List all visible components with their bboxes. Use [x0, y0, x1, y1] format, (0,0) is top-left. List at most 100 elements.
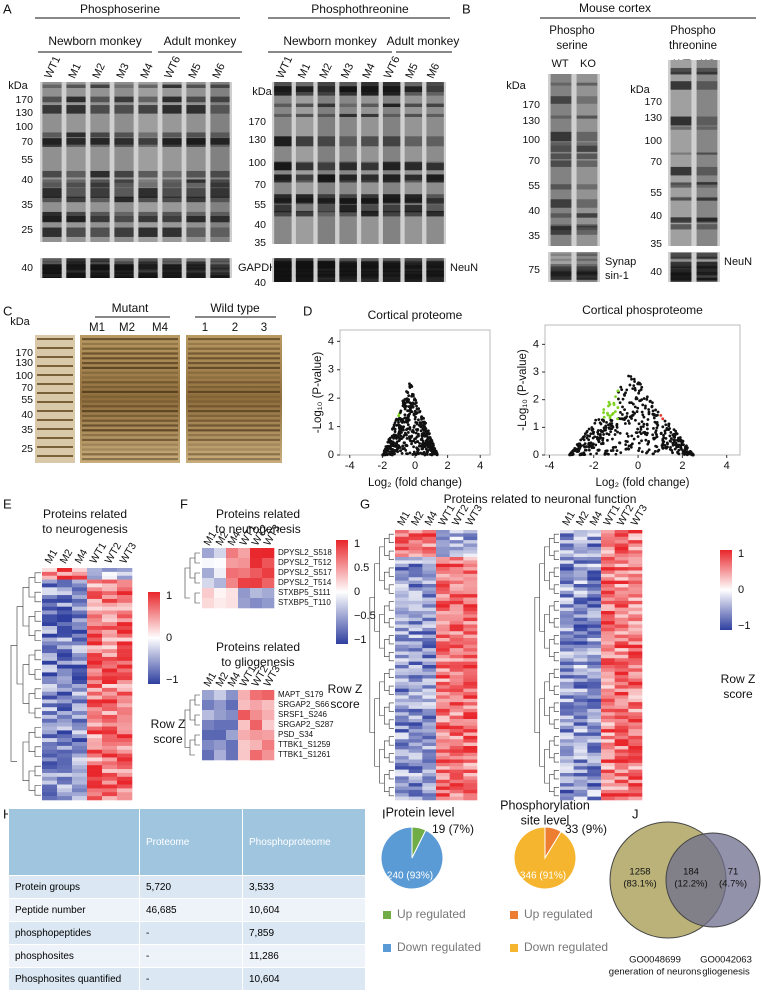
dendrogram [35, 612, 41, 622]
heatmap-cell [463, 672, 477, 676]
heatmap-cell [463, 736, 477, 740]
heatmap-cell [57, 699, 72, 703]
point-texture [422, 442, 425, 445]
heatmap-cell [117, 583, 132, 587]
heatmap-cell [601, 773, 615, 777]
heatmap-cell [587, 675, 601, 679]
dendrogram [29, 732, 35, 751]
blot-band [671, 81, 692, 89]
heatmap-cell [615, 719, 629, 723]
table-cell: Protein groups [9, 876, 140, 899]
blot-band [361, 86, 378, 95]
chart-title: Cortical phosproteome [582, 303, 703, 317]
blot-band [361, 104, 378, 107]
heatmap-cell [587, 719, 601, 723]
heatmap-cell [436, 706, 450, 710]
point-texture [596, 431, 599, 434]
heatmap-cell [117, 738, 132, 742]
point-texture [425, 430, 428, 433]
blot-band [697, 81, 718, 89]
heatmap-cell [57, 580, 72, 584]
heatmap-cell [72, 730, 87, 734]
label: Phosphothreonine [311, 2, 409, 16]
heatmap-cell [436, 689, 450, 693]
point-texture [623, 408, 626, 411]
heatmap-cell [87, 765, 102, 769]
heatmap-cell [422, 631, 436, 635]
gel-band [188, 348, 280, 350]
heatmap-cell [422, 746, 436, 750]
label: Newborn monkey [283, 34, 376, 48]
ladder-band [37, 419, 73, 421]
blot-band [114, 179, 133, 182]
point-texture [391, 444, 394, 447]
blot-band [318, 198, 335, 204]
heatmap-cell [395, 766, 409, 770]
blot-band [426, 281, 443, 282]
heatmap-cell [463, 577, 477, 581]
blot-band [551, 96, 572, 104]
heatmap-cell [560, 756, 574, 760]
blot-band [274, 86, 291, 95]
heatmap-cell [601, 652, 615, 656]
heatmap-cell [87, 734, 102, 738]
heatmap-cell [102, 742, 117, 746]
point-texture [624, 443, 627, 446]
dendrogram [540, 699, 545, 767]
heatmap-cell [615, 557, 629, 561]
heatmap-cell [87, 738, 102, 742]
marker: 55 [21, 154, 33, 166]
heatmap-cell [422, 560, 436, 564]
heatmap-cell [102, 665, 117, 669]
heatmap-cell [463, 564, 477, 568]
heatmap-cell [57, 672, 72, 676]
point-texture [606, 449, 609, 452]
heatmap-cell [628, 581, 642, 585]
blot-band [114, 262, 133, 266]
heatmap-cell [117, 638, 132, 642]
heatmap-cell [422, 793, 436, 797]
blot-band [90, 212, 109, 222]
heatmap-cell [560, 608, 574, 612]
ladder-band [37, 347, 73, 349]
heatmap-cell [587, 692, 601, 696]
heatmap-cell [587, 733, 601, 737]
blot-band [405, 82, 422, 87]
gel-band [188, 434, 280, 436]
heatmap-cell [436, 594, 450, 598]
blot-band [577, 224, 598, 227]
heatmap-cell [574, 638, 588, 642]
heatmap-cell [238, 548, 250, 558]
heatmap-cell [628, 557, 642, 561]
point-texture [670, 449, 673, 452]
point-texture [646, 443, 649, 446]
heatmap-cell [587, 618, 601, 622]
heatmap-cell [560, 530, 574, 534]
heatmap-cell [57, 576, 72, 580]
point-texture [397, 432, 400, 435]
heatmap-cell [226, 740, 238, 750]
heatmap-cell [117, 765, 132, 769]
heatmap-cell [72, 599, 87, 603]
heatmap-cell [574, 790, 588, 794]
point-texture [666, 446, 669, 449]
point-texture [630, 417, 633, 420]
heatmap-cell [587, 682, 601, 686]
heatmap-cell [450, 776, 464, 780]
heatmap-cell [574, 695, 588, 699]
heatmap-cell [422, 773, 436, 777]
heatmap-cell [574, 733, 588, 737]
blot-band [274, 281, 291, 282]
heatmap-cell [587, 581, 601, 585]
blot-band [383, 82, 400, 87]
heatmap-cell [409, 716, 423, 720]
heatmap-cell [409, 614, 423, 618]
label: sin-1 [605, 270, 629, 282]
dendrogram [384, 606, 389, 623]
heatmap-cell [117, 719, 132, 723]
heatmap-cell [72, 757, 87, 761]
heatmap-cell [601, 763, 615, 767]
heatmap-cell [409, 695, 423, 699]
point-texture [602, 411, 605, 414]
heatmap-cell [57, 669, 72, 673]
